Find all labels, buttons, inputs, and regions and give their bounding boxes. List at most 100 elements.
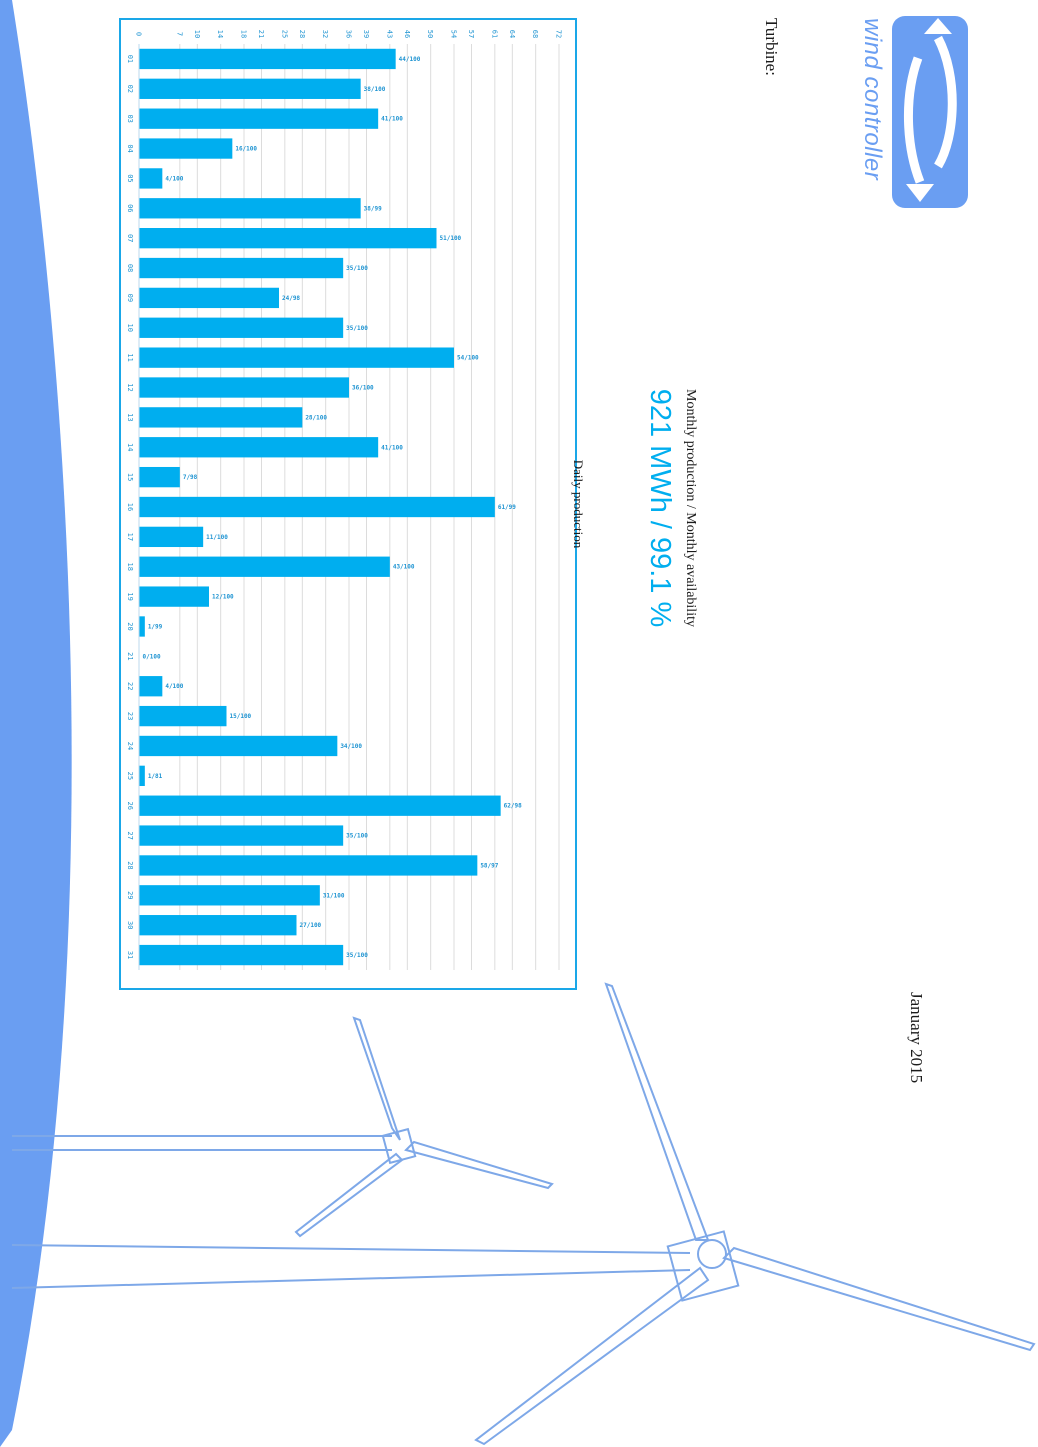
blue-arc-shape [0,0,72,1447]
data-label: 11/100 [206,534,228,541]
data-label: 51/100 [440,235,462,242]
bar [139,138,233,159]
category-label: 06 [126,204,134,212]
y-tick-label: 14 [216,30,224,38]
category-label: 20 [126,622,134,630]
y-tick-label: 39 [362,30,370,38]
data-label: 4/100 [165,683,183,690]
bar [139,287,279,309]
category-label: 04 [126,144,134,152]
y-tick-label: 32 [321,30,329,38]
y-tick-label: 28 [298,30,306,38]
bar [139,377,349,398]
data-label: 44/100 [399,56,421,63]
bar [138,496,495,518]
category-label: 26 [126,801,134,809]
data-label: 41/100 [381,444,403,451]
data-label: 1/99 [148,623,163,630]
y-tick-label: 36 [345,30,353,38]
y-tick-label: 21 [257,30,265,38]
y-tick-label: 50 [426,30,434,38]
y-tick-label: 64 [508,30,516,38]
category-label: 19 [126,592,134,600]
bar [139,466,180,488]
category-label: 30 [126,921,134,929]
category-label: 22 [126,682,134,690]
category-label: 10 [126,324,134,332]
bar [139,317,344,338]
category-label: 31 [126,951,134,959]
category-label: 17 [126,533,134,541]
category-label: 12 [126,383,134,391]
data-label: 15/100 [230,713,252,720]
bar [139,168,163,189]
bar [139,944,344,966]
y-tick-label: 57 [467,30,475,38]
swirl-arrows-icon [904,18,957,202]
data-label: 1/81 [148,773,163,780]
y-tick-label: 54 [450,30,458,38]
bar [139,765,145,786]
data-label: 27/100 [300,922,322,929]
bar [139,556,390,577]
y-tick-label: 7 [175,32,183,36]
category-label: 11 [126,353,134,361]
bar [139,616,145,637]
data-label: 34/100 [340,743,362,750]
category-label: 21 [126,652,134,660]
y-tick-label: 43 [385,30,393,38]
data-label: 36/100 [352,385,374,392]
data-label: 35/100 [346,325,368,332]
category-label: 13 [126,413,134,421]
data-label: 7/98 [183,474,198,481]
bar [139,885,320,906]
data-label: 28/100 [305,414,327,421]
bar [139,437,379,458]
data-label: 35/100 [346,833,368,840]
wind-turbine-illustration-icon [11,982,1036,1446]
data-label: 0/100 [143,653,161,660]
y-tick-label: 68 [531,30,539,38]
category-label: 01 [126,55,134,63]
category-label: 27 [126,831,134,839]
category-label: 07 [126,234,134,242]
bar [139,198,361,219]
bar [138,526,204,548]
data-label: 38/99 [364,205,382,212]
data-label: 58/97 [480,862,498,869]
data-label: 24/98 [282,295,300,302]
data-label: 43/100 [393,564,415,571]
bar [139,676,163,697]
data-label: 31/100 [323,892,345,899]
data-label: 12/100 [212,594,234,601]
turbine-label: Turbine: [762,18,781,76]
data-label: 54/100 [457,355,479,362]
category-label: 03 [126,114,134,122]
kpi-value: 921 MWh / 99.1 % [644,388,676,628]
category-label: 29 [126,891,134,899]
bar [139,108,379,129]
data-label: 35/100 [346,952,368,959]
category-label: 16 [126,503,134,511]
wind-controller-logo-icon [892,16,968,208]
bar [139,586,209,607]
bar [139,735,338,757]
y-tick-label: 0 [135,32,143,36]
bar [139,228,437,249]
y-tick-label: 61 [490,30,498,38]
category-label: 23 [126,712,134,720]
data-label: 35/100 [346,265,368,272]
bar [139,78,361,99]
y-tick-label: 10 [193,30,201,38]
bar [139,825,344,846]
category-label: 08 [126,264,134,272]
data-label: 41/100 [381,116,403,123]
category-label: 15 [126,473,134,481]
category-label: 05 [126,174,134,182]
category-label: 24 [126,742,134,750]
category-label: 02 [126,85,134,93]
y-tick-label: 18 [240,30,248,38]
bar [139,705,227,727]
